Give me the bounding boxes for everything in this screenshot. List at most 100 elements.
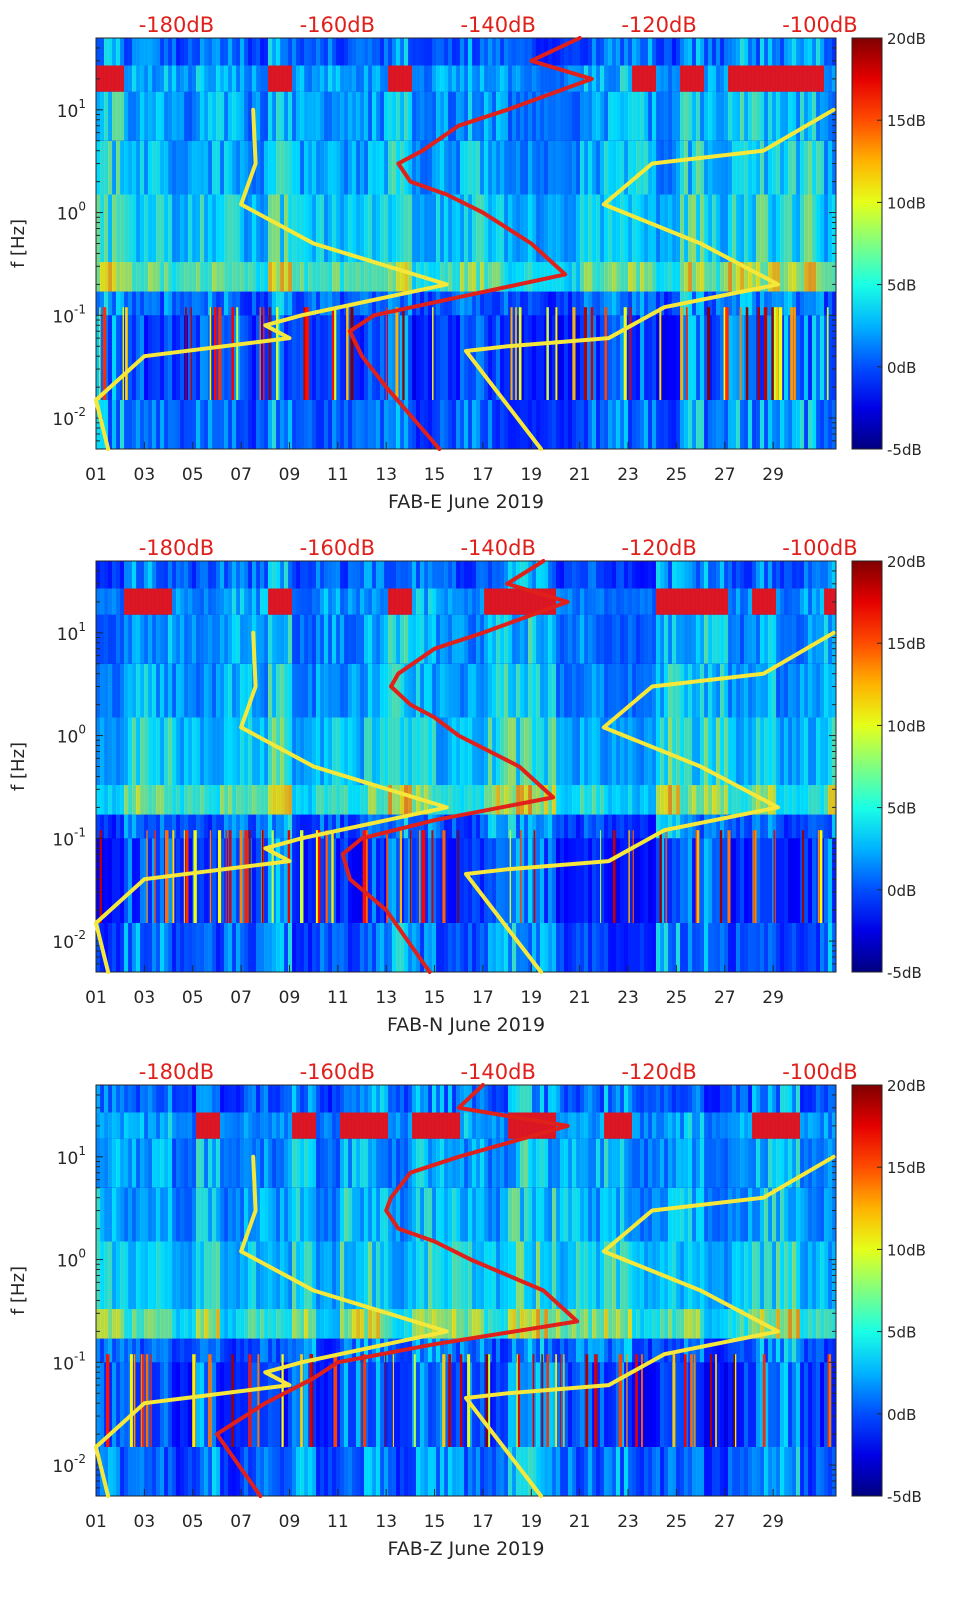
heatmap-cell <box>732 91 737 141</box>
heatmap-cell <box>548 1187 553 1242</box>
heatmap-cell <box>648 65 653 92</box>
heatmap-cell <box>652 1362 657 1447</box>
heatmap-cell <box>356 1241 361 1310</box>
heatmap-cell <box>668 561 673 589</box>
heatmap-cell <box>612 194 617 263</box>
heatmap-cell <box>136 1085 141 1113</box>
heatmap-cell <box>832 561 837 589</box>
heatmap-cell <box>288 717 293 786</box>
heatmap-cell <box>640 1187 645 1242</box>
heatmap-cell <box>132 717 137 786</box>
heatmap-cell <box>420 38 425 66</box>
heatmap-cell <box>416 838 421 923</box>
heatmap-cell <box>456 1447 461 1496</box>
heatmap-cell <box>292 814 297 839</box>
heatmap-cell <box>252 717 257 786</box>
heatmap-cell <box>448 1338 453 1363</box>
heatmap-cell <box>320 717 325 786</box>
heatmap-cell <box>208 291 213 316</box>
heatmap-cell <box>156 663 161 718</box>
heatmap-cell <box>128 561 133 589</box>
heatmap-cell <box>208 140 213 195</box>
heatmap-cell <box>228 262 233 292</box>
heatmap-cell <box>104 1112 109 1139</box>
heatmap-cell <box>808 838 813 923</box>
heatmap-cell <box>624 1362 629 1447</box>
heatmap-cell <box>196 1187 201 1242</box>
heatmap-cell <box>640 140 645 195</box>
heatmap-cell <box>412 717 417 786</box>
heatmap-cell <box>296 923 301 972</box>
heatmap-cell <box>260 1309 265 1339</box>
heatmap-cell <box>436 1362 441 1447</box>
heatmap-cell <box>572 1085 577 1113</box>
heatmap-cell <box>692 400 697 449</box>
heatmap-cell <box>196 663 201 718</box>
heatmap-cell <box>328 1338 333 1363</box>
heatmap-cell <box>276 1309 281 1339</box>
heatmap-cell <box>588 1085 593 1113</box>
heatmap-cell <box>552 1447 557 1496</box>
heatmap-cell <box>368 614 373 664</box>
heatmap-cell <box>140 65 145 92</box>
heatmap <box>96 1085 837 1496</box>
heatmap-cell <box>184 400 189 449</box>
heatmap-cell <box>96 262 101 292</box>
heatmap-cell <box>216 262 221 292</box>
heatmap-cell <box>276 400 281 449</box>
heatmap-cell <box>288 785 293 815</box>
heatmap-cell <box>216 663 221 718</box>
heatmap-cell <box>184 814 189 839</box>
heatmap-cell <box>268 1187 273 1242</box>
heatmap-cell <box>300 38 305 66</box>
heatmap-cell <box>376 1112 381 1139</box>
heatmap-cell <box>468 1138 473 1188</box>
heatmap-cell <box>224 663 229 718</box>
heatmap-cell <box>768 923 773 972</box>
heatmap-cell <box>204 1085 209 1113</box>
heatmap-cell <box>620 838 625 923</box>
heatmap-cell <box>668 140 673 195</box>
heatmap-cell <box>688 91 693 141</box>
heatmap-cell <box>708 91 713 141</box>
heatmap-cell <box>668 814 673 839</box>
heatmap-cell <box>752 140 757 195</box>
heatmap-cell <box>412 1138 417 1188</box>
heatmap-cell <box>540 1241 545 1310</box>
heatmap-cell <box>380 291 385 316</box>
heatmap-cell <box>736 291 741 316</box>
heatmap-cell <box>476 614 481 664</box>
heatmap-cell <box>108 194 113 263</box>
heatmap-transient <box>600 830 602 923</box>
heatmap-cell <box>132 1112 137 1139</box>
heatmap-cell <box>220 663 225 718</box>
heatmap-cell <box>528 1085 533 1113</box>
heatmap-cell <box>568 1187 573 1242</box>
heatmap-cell <box>652 1309 657 1339</box>
heatmap-cell <box>804 717 809 786</box>
heatmap-cell <box>164 588 169 615</box>
heatmap-cell <box>448 291 453 316</box>
heatmap-cell <box>408 1309 413 1339</box>
heatmap-cell <box>476 814 481 839</box>
heatmap-cell <box>96 561 101 589</box>
heatmap-cell <box>452 588 457 615</box>
heatmap-cell <box>412 140 417 195</box>
heatmap-cell <box>444 785 449 815</box>
heatmap-cell <box>628 1447 633 1496</box>
heatmap-cell <box>556 838 561 923</box>
x-axis-label: FAB-N June 2019 <box>387 1014 545 1036</box>
heatmap-cell <box>476 923 481 972</box>
heatmap-cell <box>136 262 141 292</box>
heatmap-cell <box>588 194 593 263</box>
heatmap-cell <box>636 140 641 195</box>
heatmap-cell <box>136 1241 141 1310</box>
heatmap-cell <box>552 923 557 972</box>
heatmap-cell <box>204 814 209 839</box>
heatmap-cell <box>380 1362 385 1447</box>
heatmap-cell <box>264 614 269 664</box>
heatmap-cell <box>692 38 697 66</box>
heatmap-cell <box>364 663 369 718</box>
heatmap-cell <box>108 561 113 589</box>
